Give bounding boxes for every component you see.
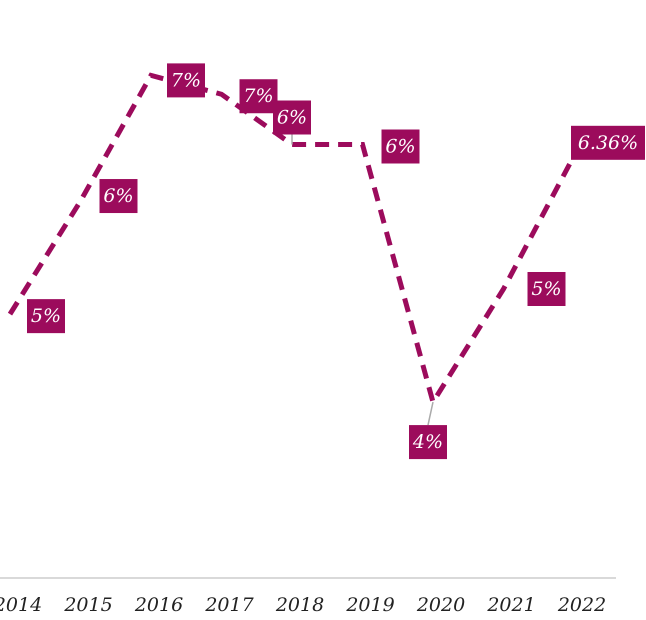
x-tick-label: 2020 <box>416 594 465 616</box>
data-label: 6% <box>385 136 415 158</box>
data-label-box <box>239 79 278 114</box>
data-label: 5% <box>531 278 561 300</box>
line <box>7 72 577 409</box>
data-label: 6.36% <box>578 132 638 154</box>
x-tick-label: 2018 <box>275 594 324 616</box>
x-tick-label: 2021 <box>486 594 535 616</box>
data-label-box <box>409 425 447 460</box>
x-tick-label: 2016 <box>134 594 183 616</box>
leader-line <box>427 401 434 426</box>
data-label-box <box>527 272 566 306</box>
data-label-box <box>571 125 645 160</box>
data-label-box <box>273 100 311 135</box>
data-label: 7% <box>171 69 201 91</box>
data-label: 6% <box>103 185 133 207</box>
x-tick-label: 2019 <box>345 594 394 616</box>
data-label: 6% <box>277 107 307 129</box>
data-label-box <box>27 299 65 334</box>
x-tick-label: 2022 <box>557 594 606 616</box>
x-tick-label: 2017 <box>204 594 254 616</box>
x-tick-label: 2014 <box>0 594 42 616</box>
x-tick-label: 2015 <box>63 594 112 616</box>
data-label-box <box>99 179 138 214</box>
data-label: 7% <box>243 85 273 107</box>
data-label-box <box>381 129 420 164</box>
data-label-box <box>167 63 205 98</box>
data-label: 4% <box>412 431 443 453</box>
data-label: 5% <box>31 305 61 327</box>
